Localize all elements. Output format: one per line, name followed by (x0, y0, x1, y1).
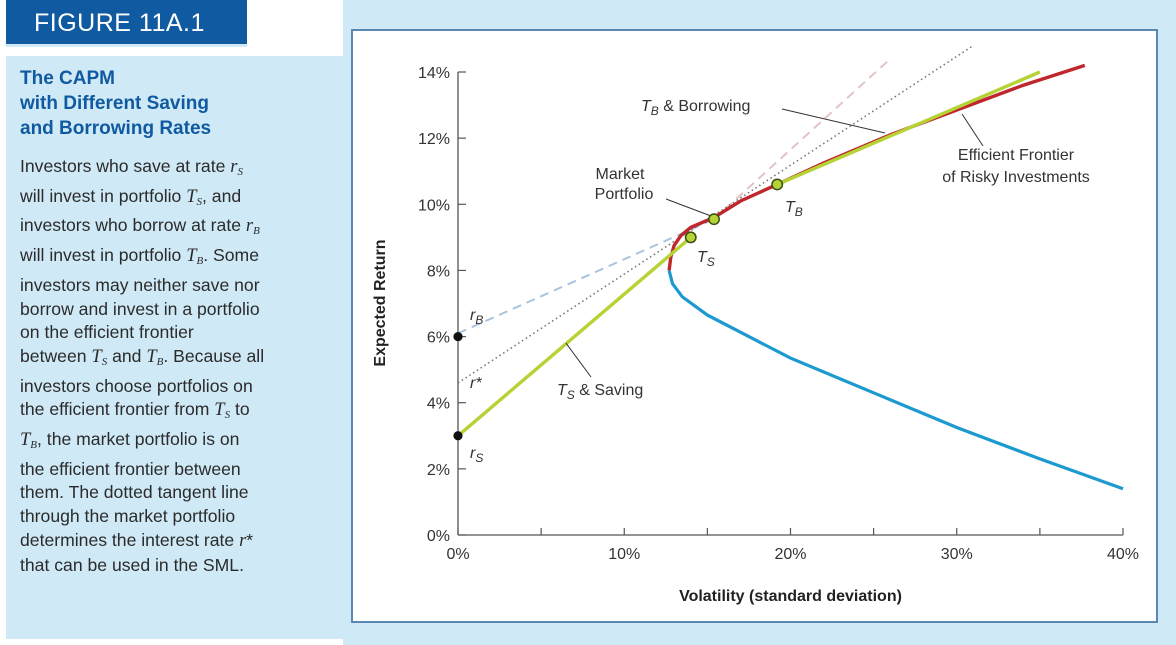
y-tick-label: 2% (427, 462, 450, 479)
caption-line: will invest in portfolio TS, and (20, 185, 242, 208)
figure-label: FIGURE 11A.1 (6, 0, 247, 47)
y-axis-title: Expected Return (372, 239, 389, 366)
caption-title-line: and Borrowing Rates (20, 118, 212, 139)
caption-line: Investors who save at rate rS (20, 156, 243, 178)
portfolio-point (771, 178, 784, 191)
caption-line: TB, the market portfolio is on (20, 429, 240, 452)
portfolio-point (708, 213, 720, 226)
x-tick-label: 30% (941, 546, 973, 563)
y-tick-label: 12% (418, 131, 450, 148)
market-portfolio-label: Market (596, 166, 645, 183)
portfolio-point (684, 231, 697, 244)
tb-borrowing-leader (781, 108, 886, 134)
rb-label: rB (470, 307, 483, 327)
caption-line: will invest in portfolio TB. Some (20, 245, 260, 268)
caption-line: through the market portfolio (20, 506, 236, 527)
chart-frame (351, 29, 1158, 623)
r-star-label: r* (470, 375, 482, 392)
caption-title-line: with Different Saving (20, 93, 209, 114)
rs-label: rS (470, 445, 483, 465)
caption-line: on the efficient frontier (20, 322, 194, 343)
ts-saving-label: TS & Saving (557, 382, 643, 402)
frontier-leader (961, 113, 984, 147)
y-tick-label: 0% (427, 528, 450, 545)
x-tick-label: 10% (608, 546, 640, 563)
borrowing-extension-dashed-line (713, 58, 891, 220)
caption-title: The CAPM with Different Saving and Borro… (20, 66, 340, 141)
tangent-dotted-line (457, 44, 974, 384)
caption-body: Investors who save at rate rS will inves… (20, 155, 340, 577)
tb-point-label: TB (785, 199, 803, 219)
ts-saving-leader (565, 342, 592, 378)
caption-line: investors who borrow at rate rB (20, 215, 260, 238)
efficient-frontier-label: of Risky Investments (942, 169, 1090, 186)
caption-line: investors choose portfolios on (20, 375, 253, 396)
caption-line: between TS and TB. Because all (20, 345, 265, 368)
borrowing-line (776, 70, 1041, 186)
caption-line: the efficient frontier between (20, 458, 241, 479)
market-portfolio-label: Portfolio (595, 186, 654, 203)
y-tick-label: 10% (418, 197, 450, 214)
x-tick-label: 20% (774, 546, 806, 563)
efficient-frontier-label: Efficient Frontier (958, 147, 1075, 164)
x-tick-label: 40% (1107, 546, 1139, 563)
caption-line: investors may neither save nor (20, 274, 260, 295)
rate-point (453, 431, 463, 441)
y-tick-label: 14% (418, 65, 450, 82)
y-tick-label: 6% (427, 330, 450, 347)
efficient-frontier-upper (667, 63, 1086, 271)
caption-panel (6, 56, 345, 639)
market-portfolio-leader (665, 198, 711, 217)
x-axis-title: Volatility (standard deviation) (679, 588, 902, 605)
rate-point (453, 331, 463, 342)
caption-title-line: The CAPM (20, 68, 115, 89)
saving-line (456, 236, 692, 438)
rb-dashed-line (457, 218, 715, 335)
y-tick-label: 4% (427, 396, 450, 413)
caption-line: borrow and invest in a portfolio (20, 298, 260, 319)
x-tick-label: 0% (446, 546, 469, 563)
caption-line: that can be used in the SML. (20, 554, 244, 575)
caption-line: determines the interest rate r* (20, 529, 254, 551)
tb-borrowing-label: TB & Borrowing (641, 98, 750, 118)
caption-line: the efficient frontier from TS to (20, 399, 250, 422)
caption-line: them. The dotted tangent line (20, 482, 249, 503)
efficient-frontier-lower (667, 270, 1124, 491)
ts-point-label: TS (697, 249, 715, 269)
y-tick-label: 8% (427, 263, 450, 280)
